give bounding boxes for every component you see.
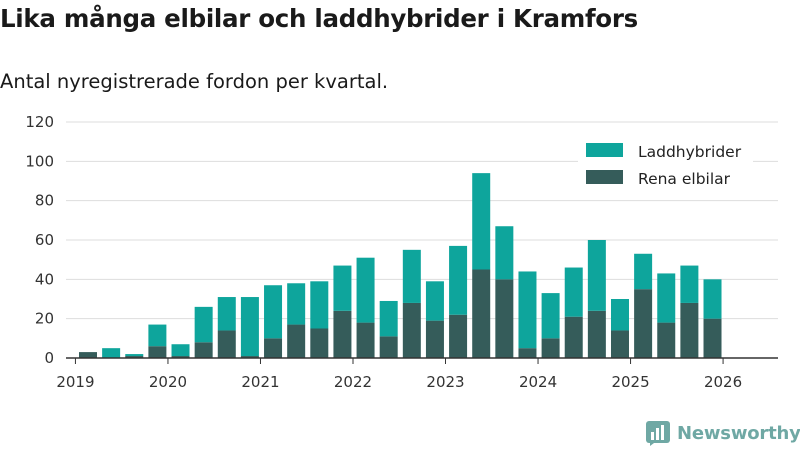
y-tick-label: 20 xyxy=(35,310,54,328)
legend-swatch-rena-elbilar xyxy=(586,170,623,184)
bar-rena-elbilar xyxy=(425,320,444,358)
bar-rena-elbilar xyxy=(310,328,329,358)
bar-rena-elbilar xyxy=(402,302,421,358)
legend-label-rena-elbilar: Rena elbilar xyxy=(638,170,731,188)
bar-rena-elbilar xyxy=(657,322,676,358)
bar-rena-elbilar xyxy=(240,356,259,358)
bar-rena-elbilar xyxy=(495,279,514,358)
bar-laddhybrider xyxy=(287,283,306,325)
bar-laddhybrider xyxy=(379,300,398,337)
bar-rena-elbilar xyxy=(587,310,606,358)
bar-rena-elbilar xyxy=(541,338,560,358)
y-tick-label: 100 xyxy=(25,152,54,170)
bar-rena-elbilar xyxy=(472,269,491,358)
bar-rena-elbilar xyxy=(264,338,283,358)
bars xyxy=(79,173,722,358)
x-tick-label: 2019 xyxy=(56,373,94,391)
bar-laddhybrider xyxy=(264,285,283,339)
bar-laddhybrider xyxy=(680,265,699,303)
bar-rena-elbilar xyxy=(148,346,167,358)
bar-laddhybrider xyxy=(102,348,121,358)
bar-rena-elbilar xyxy=(171,356,190,358)
bar-laddhybrider xyxy=(217,297,236,331)
newsworthy-brand: Newsworthy xyxy=(645,420,800,446)
bar-rena-elbilar xyxy=(194,342,213,358)
y-tick-label: 80 xyxy=(35,192,54,210)
bar-rena-elbilar xyxy=(333,310,352,358)
bar-chart-logo-icon xyxy=(646,421,670,446)
bar-laddhybrider xyxy=(148,324,167,347)
brand-name: Newsworthy xyxy=(677,422,800,444)
x-tick-label: 2025 xyxy=(611,373,649,391)
bar-laddhybrider xyxy=(402,249,421,303)
bar-laddhybrider xyxy=(425,281,444,321)
bar-rena-elbilar xyxy=(518,348,537,358)
y-tick-label: 0 xyxy=(44,349,54,367)
x-tick-label: 2020 xyxy=(149,373,187,391)
y-tick-label: 40 xyxy=(35,270,54,288)
y-axis-ticks: 0 20 40 60 80 100 120 xyxy=(25,113,54,367)
bar-laddhybrider xyxy=(518,271,537,349)
bar-rena-elbilar xyxy=(79,352,97,358)
bar-rena-elbilar xyxy=(125,356,144,358)
x-tick-label: 2022 xyxy=(334,373,372,391)
bar-laddhybrider xyxy=(703,279,722,319)
bar-laddhybrider xyxy=(541,293,560,339)
bar-rena-elbilar xyxy=(217,330,236,358)
bar-laddhybrider xyxy=(634,253,653,290)
bar-laddhybrider xyxy=(310,281,329,329)
bar-laddhybrider xyxy=(472,173,491,270)
bar-laddhybrider xyxy=(333,265,352,311)
bar-laddhybrider xyxy=(449,245,468,315)
bar-laddhybrider xyxy=(240,297,259,357)
bar-laddhybrider xyxy=(495,226,514,280)
legend-swatch-laddhybrider xyxy=(586,143,623,157)
bar-rena-elbilar xyxy=(379,336,398,358)
bar-laddhybrider xyxy=(610,299,629,331)
chart-title: Lika många elbilar och laddhybrider i Kr… xyxy=(0,4,638,33)
bar-laddhybrider xyxy=(125,354,144,357)
legend-label-laddhybrider: Laddhybrider xyxy=(638,143,742,161)
chart-subtitle: Antal nyregistrerade fordon per kvartal. xyxy=(0,70,389,93)
y-tick-label: 120 xyxy=(25,113,54,131)
bar-rena-elbilar xyxy=(610,330,629,358)
bar-rena-elbilar xyxy=(449,314,468,358)
x-axis: 2019 2020 2021 2022 2023 2024 2025 2026 xyxy=(56,357,778,391)
x-tick-label: 2024 xyxy=(519,373,557,391)
bar-laddhybrider xyxy=(356,257,375,323)
bar-rena-elbilar xyxy=(680,302,699,358)
y-tick-label: 60 xyxy=(35,231,54,249)
bar-laddhybrider xyxy=(657,273,676,323)
legend: Laddhybrider Rena elbilar xyxy=(578,138,753,195)
bar-rena-elbilar xyxy=(564,316,583,358)
x-tick-label: 2023 xyxy=(426,373,464,391)
bar-laddhybrider xyxy=(587,240,606,311)
bar-laddhybrider xyxy=(194,306,213,343)
bar-rena-elbilar xyxy=(634,289,653,358)
x-tick-label: 2026 xyxy=(704,373,742,391)
x-tick-label: 2021 xyxy=(241,373,279,391)
bar-rena-elbilar xyxy=(287,324,306,358)
bar-rena-elbilar xyxy=(703,318,722,358)
bar-laddhybrider xyxy=(171,344,190,357)
bar-laddhybrider xyxy=(564,267,583,317)
bar-rena-elbilar xyxy=(356,322,375,358)
